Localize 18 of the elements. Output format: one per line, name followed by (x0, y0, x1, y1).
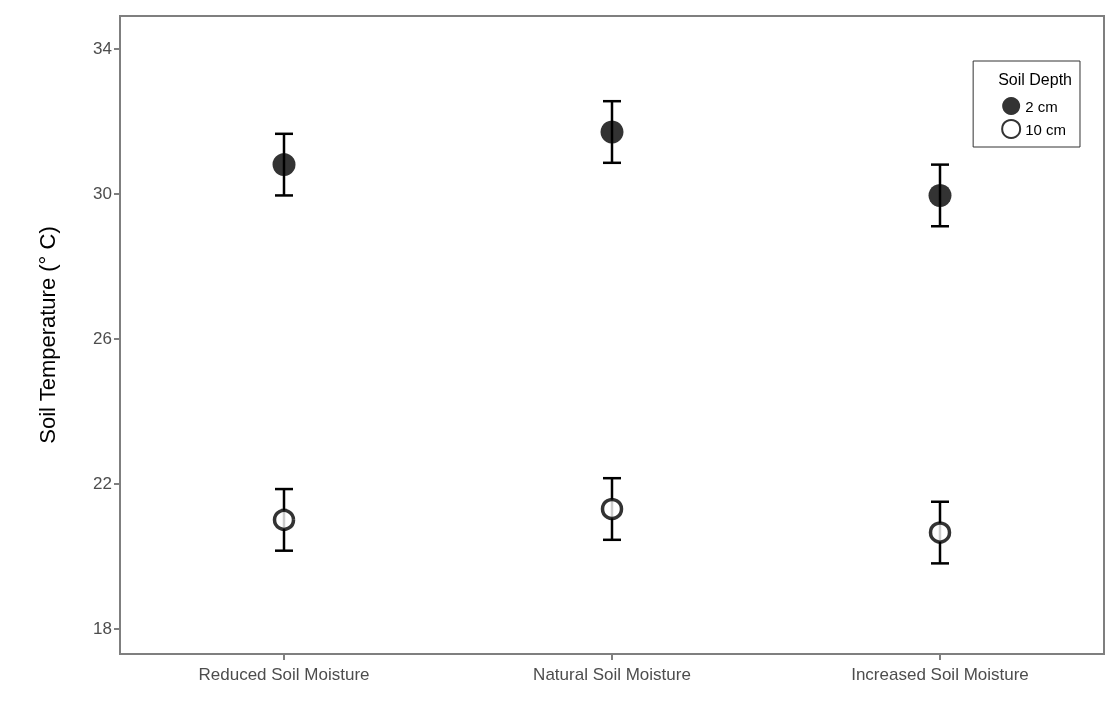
point (928, 521, 952, 544)
y-axis-title: Soil Temperature (° C) (34, 226, 60, 444)
point (272, 508, 296, 532)
y-tick-label: 18 (93, 619, 112, 639)
x-tick-label: Reduced Soil Moisture (198, 665, 370, 684)
legend-label: 10 cm (1025, 120, 1067, 138)
legend-title: Soil Depth (998, 70, 1073, 88)
y-tick-label: 22 (93, 474, 112, 494)
y-tick-label: 26 (93, 329, 112, 349)
x-tick-label: Increased Soil Moisture (851, 665, 1029, 684)
x-tick-label: Natural Soil Moisture (533, 665, 691, 684)
y-tick-label: 30 (93, 184, 112, 204)
point (600, 120, 624, 144)
point (928, 183, 952, 207)
legend-label: 2 cm (1025, 97, 1058, 115)
point (272, 153, 296, 177)
y-tick-label: 34 (93, 39, 112, 59)
point (600, 497, 624, 521)
